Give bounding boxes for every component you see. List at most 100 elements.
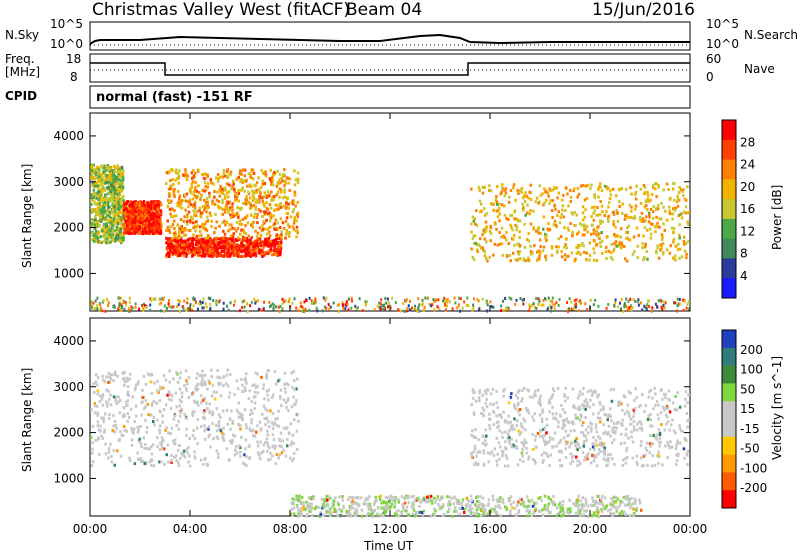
scatter-cell xyxy=(167,390,171,394)
scatter-cell xyxy=(243,305,246,309)
scatter-cell xyxy=(158,424,162,428)
scatter-cell xyxy=(122,238,125,242)
scatter-cell xyxy=(293,379,296,382)
scatter-cell xyxy=(142,459,145,463)
scatter-cell xyxy=(140,413,143,417)
scatter-cell xyxy=(234,238,238,242)
scatter-cell xyxy=(291,301,294,305)
scatter-cell xyxy=(329,305,332,309)
scatter-cell xyxy=(292,451,296,455)
scatter-cell xyxy=(215,449,219,453)
scatter-cell xyxy=(201,399,205,402)
scatter-cell xyxy=(446,300,449,304)
scatter-cell xyxy=(622,245,626,248)
scatter-cell xyxy=(277,379,280,383)
scatter-cell xyxy=(214,226,217,230)
scatter-cell xyxy=(177,427,180,431)
scatter-cell xyxy=(227,458,230,462)
scatter-cell xyxy=(217,206,221,210)
nave-tick-high: 60 xyxy=(706,52,722,66)
scatter-cell xyxy=(120,179,123,183)
scatter-cell xyxy=(245,237,249,241)
scatter-cell xyxy=(123,370,127,374)
scatter-cell xyxy=(679,212,682,216)
scatter-cell xyxy=(119,188,122,192)
scatter-cell xyxy=(646,417,650,421)
scatter-cell xyxy=(256,221,259,225)
scatter-cell xyxy=(268,301,271,304)
scatter-cell xyxy=(268,203,272,207)
scatter-cell xyxy=(136,228,139,232)
scatter-cell xyxy=(272,438,276,441)
scatter-cell xyxy=(618,241,622,245)
scatter-cell xyxy=(198,374,202,377)
scatter-cell xyxy=(252,241,255,245)
scatter-cell xyxy=(583,198,587,202)
scatter-cell xyxy=(682,239,686,243)
scatter-cell xyxy=(564,399,567,403)
scatter-cell xyxy=(159,225,163,229)
scatter-cell xyxy=(197,244,200,248)
scatter-cell xyxy=(655,206,659,210)
scatter-cell xyxy=(603,214,606,217)
scatter-cell xyxy=(109,393,112,397)
scatter-cell xyxy=(118,216,122,219)
scatter-cell xyxy=(186,215,189,219)
scatter-cell xyxy=(291,210,295,214)
scatter-cell xyxy=(129,372,132,376)
scatter-cell xyxy=(148,227,151,231)
scatter-cell xyxy=(684,404,687,408)
scatter-cell xyxy=(121,185,125,189)
scatter-cell xyxy=(118,179,121,183)
scatter-cell xyxy=(229,237,232,241)
nsky-tick-high: 10^5 xyxy=(50,17,83,31)
scatter-cell xyxy=(263,191,267,195)
scatter-cell xyxy=(672,237,676,241)
scatter-cell xyxy=(262,195,266,199)
scatter-cell xyxy=(575,251,579,255)
scatter-cell xyxy=(118,170,121,174)
scatter-cell xyxy=(104,202,108,206)
scatter-cell xyxy=(586,183,590,187)
scatter-cell xyxy=(140,395,144,399)
scatter-cell xyxy=(516,463,520,467)
scatter-cell xyxy=(591,223,594,227)
scatter-cell xyxy=(219,415,222,419)
scatter-cell xyxy=(619,235,622,239)
scatter-cell xyxy=(470,230,473,234)
scatter-cell xyxy=(117,188,120,191)
scatter-cell xyxy=(212,242,215,246)
scatter-cell xyxy=(138,202,142,206)
scatter-cell xyxy=(256,391,260,395)
scatter-cell xyxy=(228,373,232,376)
scatter-cell xyxy=(493,242,497,246)
scatter-cell xyxy=(191,412,194,416)
scatter-cell xyxy=(122,301,125,304)
scatter-cell xyxy=(473,390,476,394)
scatter-cell xyxy=(132,223,136,227)
scatter-cell xyxy=(171,168,174,172)
scatter-cell xyxy=(233,249,237,253)
scatter-cell xyxy=(241,201,245,205)
scatter-cell xyxy=(156,210,159,214)
scatter-cell xyxy=(99,429,102,433)
scatter-cell xyxy=(573,211,577,214)
scatter-cell xyxy=(185,228,188,232)
scatter-cell xyxy=(647,220,651,224)
scatter-cell xyxy=(264,423,267,427)
scatter-cell xyxy=(126,419,129,423)
scatter-cell xyxy=(558,221,562,225)
scatter-cell xyxy=(621,202,624,206)
scatter-cell xyxy=(184,240,187,244)
scatter-cell xyxy=(250,250,253,254)
scatter-cell xyxy=(577,251,581,255)
scatter-cell xyxy=(106,197,109,201)
scatter-cell xyxy=(446,298,449,302)
scatter-cell xyxy=(243,216,247,220)
scatter-cell xyxy=(143,302,145,306)
scatter-cell xyxy=(650,464,654,468)
scatter-cell xyxy=(537,401,540,405)
scatter-cell xyxy=(128,204,132,208)
scatter-cell xyxy=(289,443,293,447)
scatter-cell xyxy=(96,191,100,195)
